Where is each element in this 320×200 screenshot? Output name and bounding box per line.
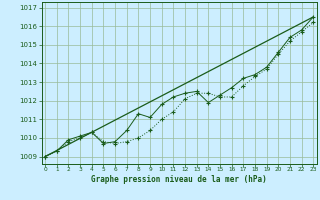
X-axis label: Graphe pression niveau de la mer (hPa): Graphe pression niveau de la mer (hPa) (91, 175, 267, 184)
